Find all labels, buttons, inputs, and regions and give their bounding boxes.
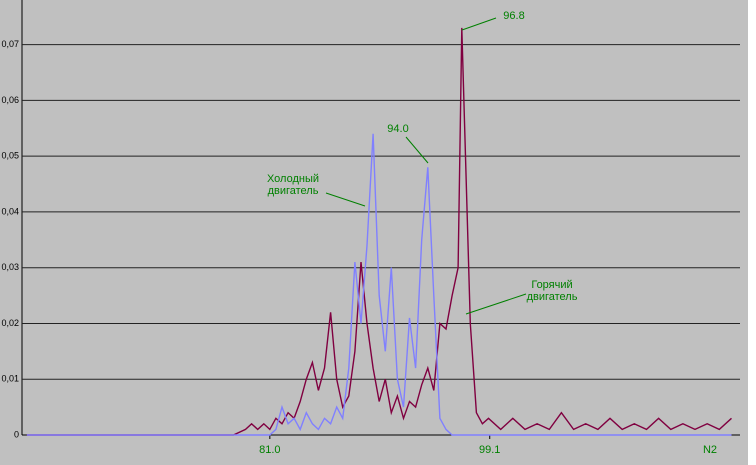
y-tick-label: 0,02 <box>1 318 19 328</box>
annotation-leader <box>405 136 429 164</box>
plot-area <box>22 0 740 435</box>
annotation: двигатель <box>268 185 319 197</box>
annotation: 96.8 <box>503 10 524 22</box>
y-tick-label: 0,05 <box>1 151 19 161</box>
y-tick-label: 0,06 <box>1 95 19 105</box>
y-tick-label: 0,01 <box>1 374 19 384</box>
y-tick-label: 0,03 <box>1 262 19 272</box>
annotation: Холодный <box>267 173 319 185</box>
annotation: двигатель <box>527 291 578 303</box>
x-axis-label: N2 <box>703 444 717 456</box>
y-tick-label: 0,04 <box>1 206 19 216</box>
annotation-leader <box>461 17 497 31</box>
x-tick-label: 99.1 <box>479 444 500 456</box>
annotation: Горячий <box>531 279 572 291</box>
x-tick-label: 81.0 <box>259 444 280 456</box>
annotation: 94.0 <box>387 123 408 135</box>
annotation-leader <box>325 192 366 207</box>
series-line <box>26 133 732 436</box>
y-tick-label: 0 <box>14 429 19 439</box>
annotation-leader <box>465 293 527 315</box>
y-tick-label: 0,07 <box>1 39 19 49</box>
